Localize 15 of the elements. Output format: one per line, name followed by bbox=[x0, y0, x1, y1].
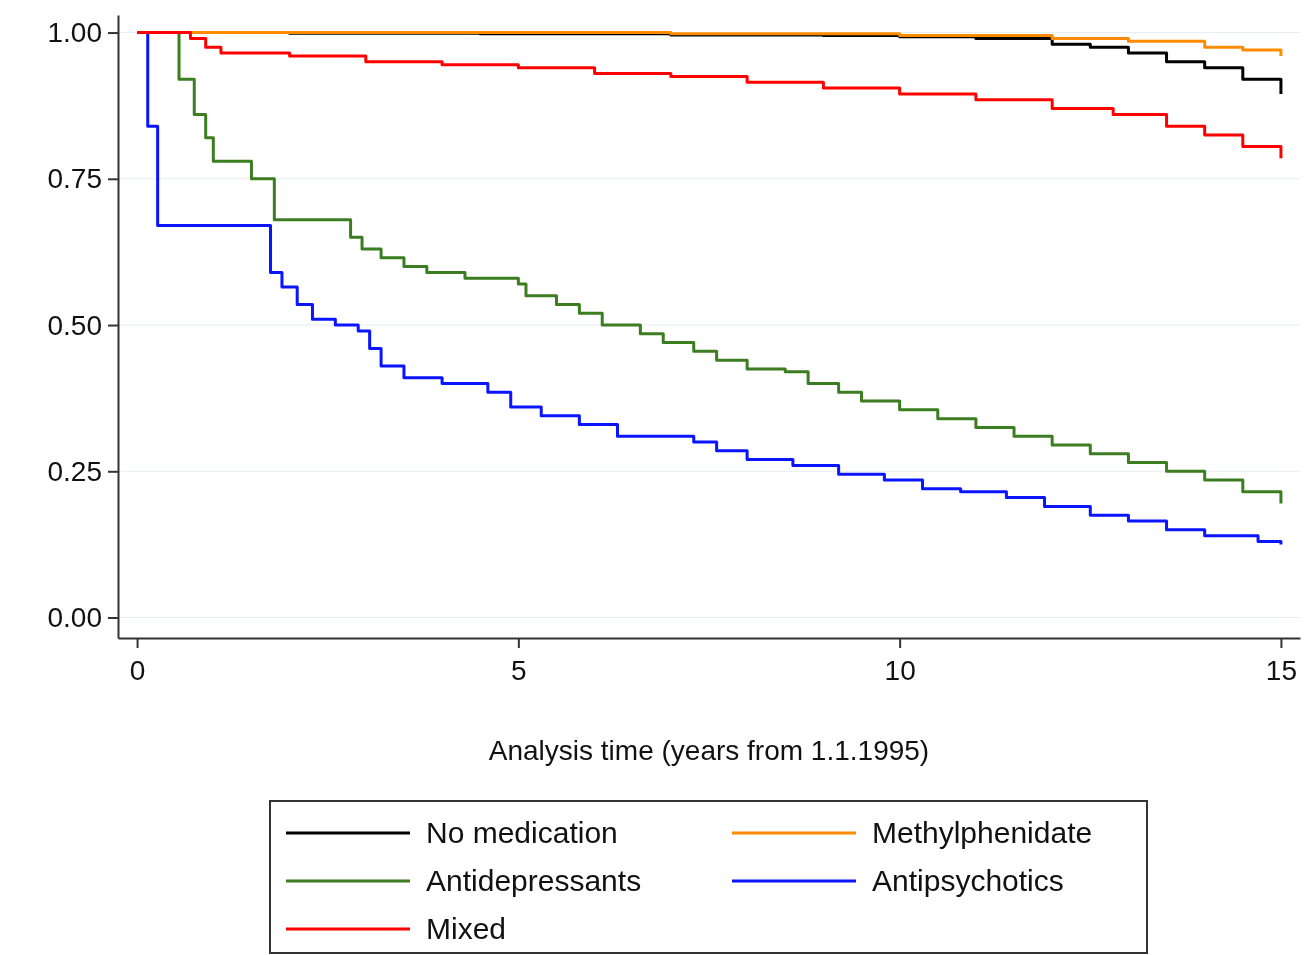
legend-label: No medication bbox=[426, 816, 618, 849]
y-tick-label: 0.00 bbox=[47, 601, 102, 633]
legend-label: Antidepressants bbox=[426, 864, 642, 897]
y-tick-label: 0.75 bbox=[47, 163, 102, 195]
x-tick-label: 5 bbox=[511, 654, 527, 686]
y-tick-label: 0.50 bbox=[47, 309, 102, 341]
legend-label: Methylphenidate bbox=[872, 816, 1093, 849]
y-tick-label: 0.25 bbox=[47, 455, 102, 487]
legend-label: Antipsychotics bbox=[872, 864, 1064, 897]
legend-label: Mixed bbox=[426, 912, 507, 945]
x-axis-title: Analysis time (years from 1.1.1995) bbox=[488, 735, 930, 766]
x-tick-label: 0 bbox=[129, 654, 146, 686]
y-tick-label: 1.00 bbox=[47, 17, 102, 49]
x-tick-label: 10 bbox=[884, 654, 916, 686]
x-tick-label: 15 bbox=[1265, 654, 1298, 686]
